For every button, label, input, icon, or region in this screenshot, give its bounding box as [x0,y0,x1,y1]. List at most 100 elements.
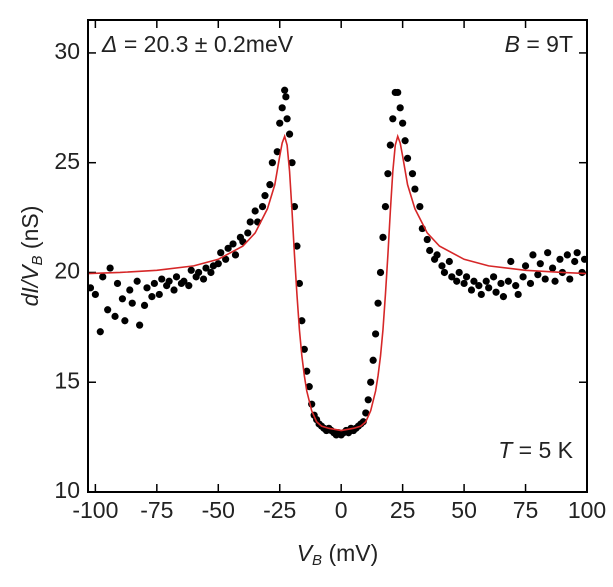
data-point [376,268,385,277]
data-point [258,203,267,211]
data-point [143,284,151,292]
plot-frame [87,19,588,493]
data-point [563,251,571,259]
y-tick-label: 25 [54,148,80,174]
data-point [246,218,254,226]
data-point [283,115,291,123]
data-point [140,301,149,309]
y-axis-label-sub: B [29,255,46,265]
annotation: Δ = 20.3 ± 0.2meV [101,31,294,57]
data-point [295,279,303,288]
data-point [544,249,552,257]
data-point [379,233,387,241]
data-point [384,170,392,178]
x-tick-label: 50 [451,497,477,523]
data-point [580,255,587,263]
data-point [278,104,286,112]
data-point [514,290,522,299]
data-point [268,159,276,167]
data-point [121,317,129,325]
data-point [104,306,112,314]
data-point [489,273,498,281]
data-point [401,137,409,145]
data-point [282,93,290,101]
data-point [231,251,240,259]
data-point [423,235,431,244]
data-point [266,181,274,189]
annotation-text: = 9T [520,31,573,57]
annotation-symbol: B [505,31,520,57]
data-point [519,273,527,281]
y-axis-label-unit: (nS) [17,206,43,256]
data-point [158,275,166,283]
data-point [359,418,367,426]
data-point [507,257,515,266]
data-point [224,244,232,252]
data-point [571,257,579,266]
data-point [470,277,478,285]
data-point [128,299,136,307]
data-point [364,396,372,404]
data-point [126,286,134,294]
data-point [462,273,471,281]
data-point [438,262,446,270]
data-point [285,130,294,138]
annotation: T = 5 K [498,437,573,463]
data-point [113,279,122,288]
x-axis-label-sub: B [312,552,322,569]
data-point [136,321,144,329]
data-point [526,279,535,288]
data-point [303,367,311,375]
data-point [150,279,158,288]
data-point [536,260,544,268]
data-point [202,264,210,272]
data-point [199,275,208,283]
data-point [185,282,193,290]
data-point [475,282,483,290]
data-point [381,203,390,211]
data-point [88,284,95,292]
data-point [389,115,397,123]
data-point [556,255,564,263]
data-point [477,290,485,299]
data-point [529,251,537,259]
data-point [369,356,377,364]
data-point [482,277,490,285]
data-point [460,279,468,288]
data-point [293,242,301,250]
data-point [367,378,375,386]
data-point [99,273,107,281]
data-point [118,295,127,303]
data-point [170,286,178,294]
y-axis-label: dI/VB (nS) [17,206,46,307]
data-point [374,299,382,307]
data-point [96,328,104,336]
data-point [106,264,114,272]
data-point [172,273,181,281]
data-point [155,290,163,299]
data-point [485,284,493,292]
data-point [187,266,195,274]
y-tick-label: 10 [54,477,80,503]
data-point [403,154,412,162]
x-axis-label-main: V [297,540,315,566]
data-point [222,255,230,263]
data-point [411,185,419,193]
data-point [386,141,394,149]
data-point [578,268,586,277]
data-point [566,275,574,283]
data-point [362,409,370,417]
data-point [440,268,449,277]
data-point [133,277,141,285]
data-point [372,330,380,338]
x-tick-label: -50 [202,497,235,523]
data-point [467,286,476,294]
data-point [521,262,530,270]
data-point [399,119,407,127]
data-point [195,268,203,277]
data-point [229,240,237,248]
x-tick-label: -75 [140,497,173,523]
x-axis-label-unit: (mV) [322,540,378,566]
data-point [512,282,520,290]
